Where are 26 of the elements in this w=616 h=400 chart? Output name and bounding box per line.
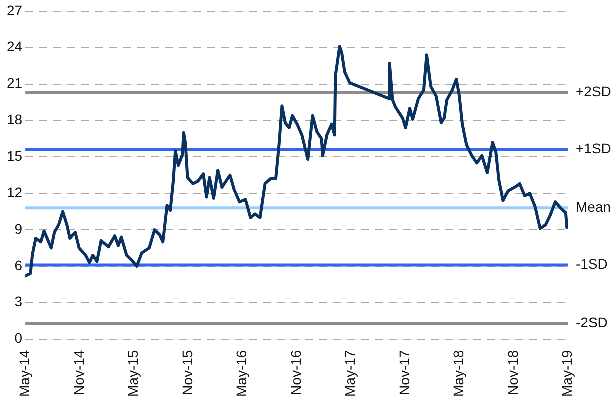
- y-tick-label: 15: [6, 148, 23, 164]
- y-tick-label: 21: [6, 75, 23, 92]
- ref-line-label: Mean: [576, 199, 612, 216]
- x-tick-label: May-15: [124, 350, 141, 398]
- x-tick-label: Nov-18: [505, 350, 522, 396]
- ref-line-label: -2SD: [576, 314, 608, 330]
- y-tick-label: 12: [6, 184, 23, 200]
- x-tick-label: Nov-16: [288, 350, 304, 396]
- x-tick-label: Nov-17: [396, 350, 413, 396]
- y-tick-label: 6: [14, 257, 23, 274]
- x-tick-label: May-17: [342, 350, 358, 398]
- x-tick-label: May-14: [16, 350, 32, 398]
- y-tick-label: 18: [6, 112, 23, 128]
- ref-line-label: -1SD: [576, 256, 608, 272]
- ref-line-label: +2SD: [576, 84, 612, 100]
- y-tick-label: 27: [6, 2, 23, 18]
- y-tick-label: 0: [14, 330, 23, 346]
- x-tick-label: May-18: [450, 350, 466, 398]
- x-tick-label: May-16: [234, 350, 250, 398]
- x-tick-label: Nov-14: [71, 350, 88, 396]
- x-tick-label: May-19: [558, 350, 575, 398]
- y-tick-label: 3: [14, 294, 23, 310]
- y-tick-label: 24: [6, 38, 23, 55]
- y-tick-label: 9: [14, 220, 23, 237]
- ref-line-label: +1SD: [576, 140, 612, 157]
- x-tick-label: Nov-15: [180, 350, 196, 396]
